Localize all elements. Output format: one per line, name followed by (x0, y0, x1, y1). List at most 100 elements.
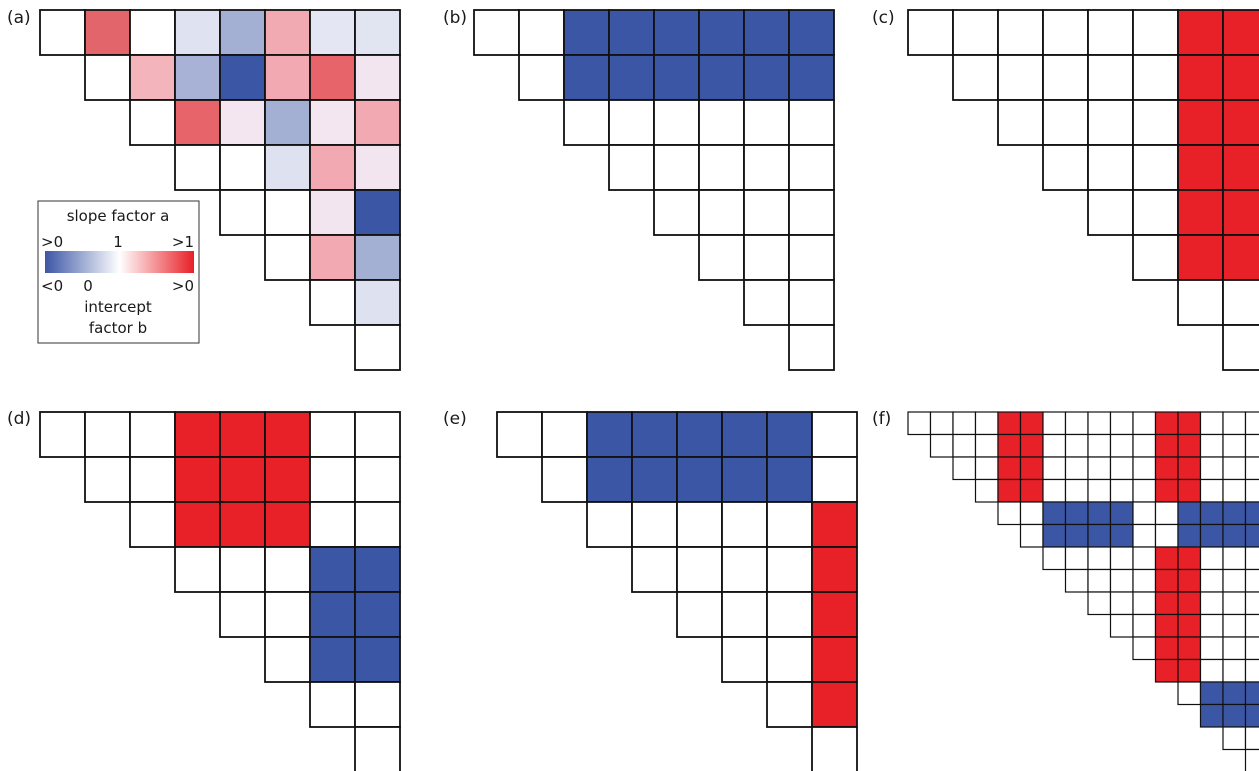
matrix-cell (1244, 433, 1259, 458)
matrix-cell (518, 54, 565, 101)
panel-b-matrix (473, 9, 835, 371)
matrix-cell (1087, 568, 1112, 593)
matrix-cell (1154, 456, 1179, 481)
matrix-cell (788, 234, 835, 281)
matrix-cell (1064, 568, 1089, 593)
matrix-cell (1109, 546, 1134, 571)
matrix-cell (1132, 234, 1179, 281)
matrix-cell (1177, 636, 1202, 661)
matrix-cell (721, 456, 768, 503)
matrix-cell (1109, 478, 1134, 503)
matrix-cell (219, 189, 266, 236)
matrix-cell (1244, 523, 1259, 548)
matrix-cell (541, 456, 588, 503)
matrix-cell (219, 411, 266, 458)
matrix-cell (1132, 591, 1157, 616)
matrix-cell (653, 9, 700, 56)
panels-layer (39, 9, 1259, 771)
matrix-cell (766, 456, 813, 503)
matrix-cell (721, 591, 768, 638)
matrix-cell (1132, 613, 1157, 638)
matrix-cell (354, 456, 401, 503)
matrix-cell (219, 501, 266, 548)
matrix-cell (309, 681, 356, 728)
panel-labels: (a) (b) (c) (d) (e) (f) (7, 8, 895, 429)
legend-slope-high: >1 (172, 233, 194, 251)
matrix-cell (1222, 568, 1247, 593)
matrix-cell (1222, 658, 1247, 683)
matrix-cell (907, 411, 932, 436)
matrix-cell (496, 411, 543, 458)
matrix-cell (174, 144, 221, 191)
matrix-cell (743, 189, 790, 236)
matrix-cell (1154, 411, 1179, 436)
matrix-cell (1222, 681, 1247, 706)
matrix-cell (788, 189, 835, 236)
matrix-cell (698, 99, 745, 146)
matrix-cell (1177, 411, 1202, 436)
matrix-cell (1244, 703, 1259, 728)
matrix-cell (1177, 613, 1202, 638)
matrix-cell (129, 411, 176, 458)
matrix-cell (264, 54, 311, 101)
matrix-cell (354, 279, 401, 326)
matrix-cell (1177, 54, 1224, 101)
matrix-cell (952, 54, 999, 101)
matrix-cell (631, 501, 678, 548)
matrix-cell (219, 9, 266, 56)
matrix-cell (698, 189, 745, 236)
matrix-cell (676, 591, 723, 638)
matrix-cell (1199, 568, 1224, 593)
matrix-cell (974, 433, 999, 458)
matrix-cell (354, 636, 401, 683)
matrix-cell (1132, 144, 1179, 191)
matrix-cell (997, 411, 1022, 436)
matrix-cell (997, 456, 1022, 481)
matrix-cell (1244, 411, 1259, 436)
matrix-cell (129, 456, 176, 503)
matrix-cell (997, 478, 1022, 503)
matrix-cell (309, 279, 356, 326)
matrix-cell (1222, 726, 1247, 751)
matrix-cell (653, 54, 700, 101)
matrix-cell (1154, 478, 1179, 503)
matrix-cell (1109, 613, 1134, 638)
matrix-cell (219, 144, 266, 191)
matrix-cell (1087, 501, 1112, 526)
matrix-cell (997, 501, 1022, 526)
matrix-cell (1222, 478, 1247, 503)
matrix-cell (309, 636, 356, 683)
panel-label-e: (e) (443, 409, 467, 429)
matrix-cell (1132, 636, 1157, 661)
panel-d-matrix (39, 411, 401, 771)
matrix-cell (264, 411, 311, 458)
matrix-cell (766, 411, 813, 458)
matrix-cell (1019, 478, 1044, 503)
matrix-cell (698, 234, 745, 281)
panel-c-matrix (907, 9, 1259, 371)
matrix-cell (354, 9, 401, 56)
matrix-cell (1064, 411, 1089, 436)
matrix-cell (653, 189, 700, 236)
panel-label-d: (d) (7, 409, 31, 429)
matrix-cell (1087, 433, 1112, 458)
matrix-cell (586, 501, 633, 548)
matrix-cell (309, 144, 356, 191)
matrix-cell (608, 144, 655, 191)
matrix-cell (676, 546, 723, 593)
matrix-cell (743, 234, 790, 281)
matrix-cell (1132, 478, 1157, 503)
matrix-cell (1199, 636, 1224, 661)
matrix-cell (1244, 456, 1259, 481)
matrix-cell (219, 546, 266, 593)
matrix-cell (1042, 411, 1067, 436)
matrix-cell (1199, 591, 1224, 616)
matrix-cell (1244, 568, 1259, 593)
matrix-cell (354, 324, 401, 371)
matrix-cell (309, 189, 356, 236)
matrix-cell (997, 9, 1044, 56)
matrix-cell (1087, 523, 1112, 548)
matrix-cell (1222, 324, 1259, 371)
legend-intercept-title-line1: intercept (84, 298, 152, 316)
